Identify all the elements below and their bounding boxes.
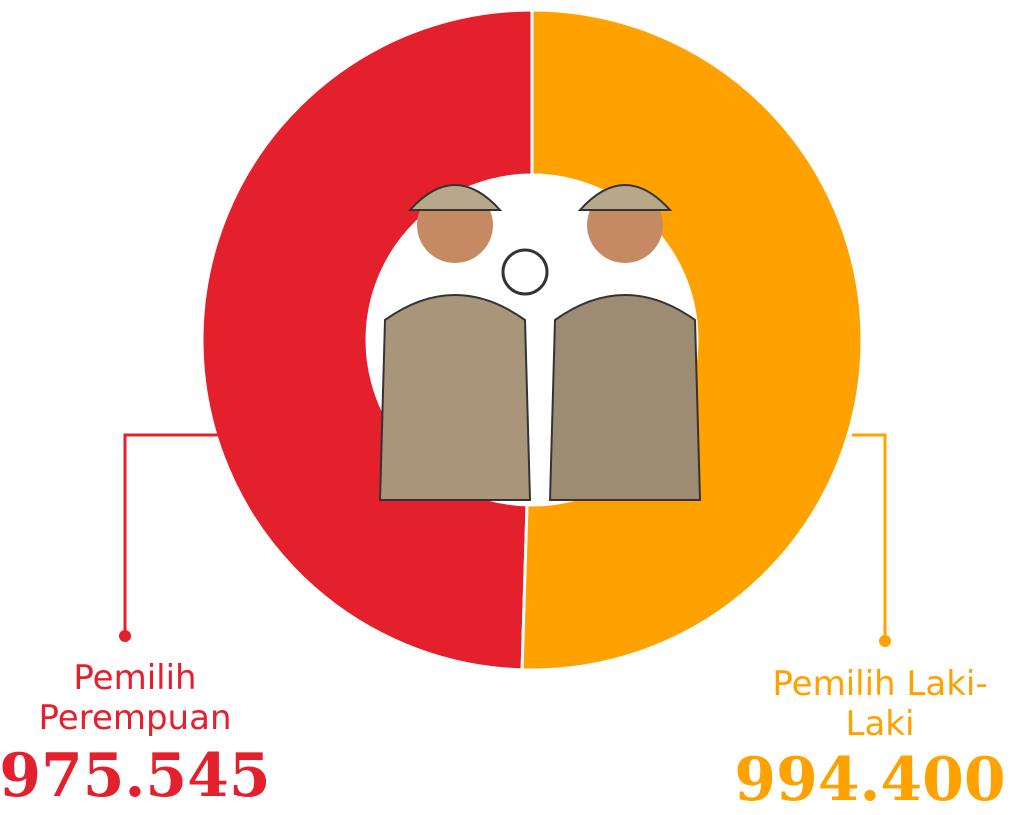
- donut-segment: [200, 8, 534, 672]
- magnifier: [501, 248, 549, 296]
- figure-body: [548, 294, 702, 501]
- leader-line: [852, 433, 887, 640]
- leader-line: [123, 433, 222, 635]
- figure-body: [378, 294, 532, 501]
- figure-cap: [407, 184, 503, 211]
- leader-dot: [879, 635, 891, 647]
- category-label: Pemilih Laki-Laki: [772, 664, 988, 744]
- figure-cap: [577, 184, 673, 211]
- value-label: 975.545: [0, 741, 271, 811]
- value-label: 994.400: [734, 745, 1006, 815]
- leader-dot: [119, 630, 131, 642]
- category-label: Pemilih Perempuan: [38, 658, 232, 738]
